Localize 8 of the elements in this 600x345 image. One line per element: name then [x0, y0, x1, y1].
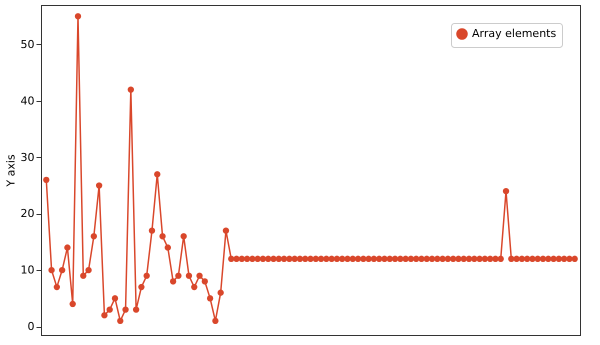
y-tick-label: 20: [20, 207, 34, 220]
y-axis-title: Y axis: [4, 154, 18, 188]
y-tick-label: 40: [20, 94, 34, 108]
y-tick-label: 0: [28, 320, 34, 334]
legend-label: Array elements: [472, 27, 556, 40]
y-tick-label: 30: [20, 150, 34, 164]
y-tick-label: 50: [20, 38, 34, 51]
y-tick-label: 10: [20, 264, 34, 277]
